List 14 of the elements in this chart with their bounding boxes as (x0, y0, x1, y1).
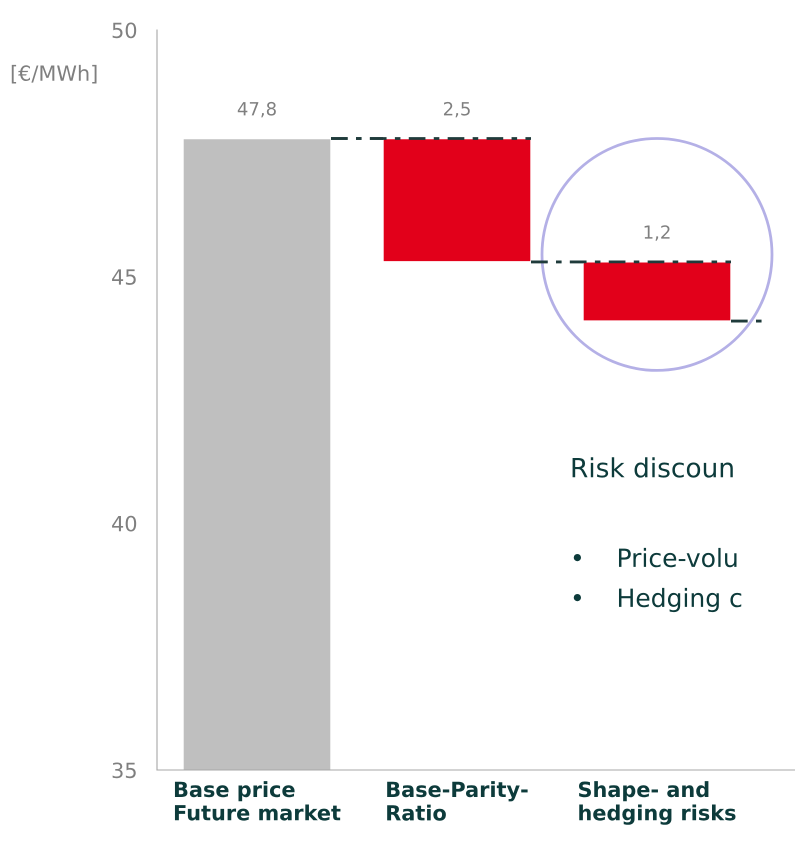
data-label: 47,8 (238, 102, 276, 118)
x-tick-label: Base-Parity- Ratio (387, 781, 528, 821)
y-tick-label: 45 (112, 269, 136, 285)
annotation: Risk discoun (572, 457, 733, 478)
y-tick-label: 35 (112, 762, 136, 778)
y-tick-label: 50 (112, 22, 136, 38)
annotation: • Price-volu (574, 548, 736, 568)
annotation: • Hedging c (574, 588, 742, 612)
data-label: 1,2 (644, 225, 670, 241)
y-axis-title: [€/MWh] (12, 64, 97, 84)
x-tick-label: Base price Future market (174, 781, 340, 821)
data-label: 2,5 (444, 102, 470, 118)
y-tick-label: 40 (112, 516, 136, 532)
x-tick-label: Shape- and hedging risks (579, 781, 736, 825)
